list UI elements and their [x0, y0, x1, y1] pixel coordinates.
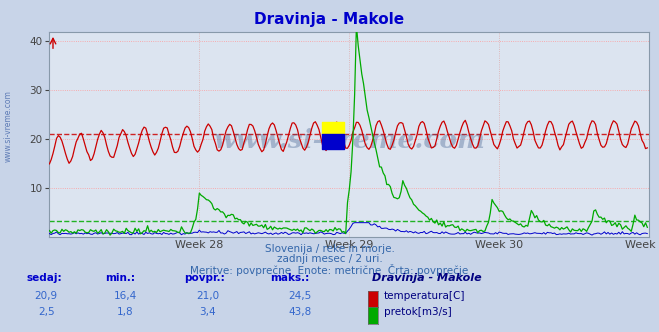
Text: 1,8: 1,8: [117, 307, 134, 317]
Text: pretok[m3/s]: pretok[m3/s]: [384, 307, 451, 317]
Text: 3,4: 3,4: [199, 307, 216, 317]
Text: Dravinja - Makole: Dravinja - Makole: [372, 273, 482, 283]
Text: 21,0: 21,0: [196, 291, 219, 301]
Text: 2,5: 2,5: [38, 307, 55, 317]
Text: Dravinja - Makole: Dravinja - Makole: [254, 12, 405, 27]
Text: min.:: min.:: [105, 273, 136, 283]
Text: povpr.:: povpr.:: [185, 273, 225, 283]
Text: www.si-vreme.com: www.si-vreme.com: [214, 128, 485, 153]
Text: 20,9: 20,9: [34, 291, 58, 301]
Text: 43,8: 43,8: [288, 307, 312, 317]
Text: temperatura[C]: temperatura[C]: [384, 291, 465, 301]
Text: Slovenija / reke in morje.: Slovenija / reke in morje.: [264, 244, 395, 254]
Text: Meritve: povprečne  Enote: metrične  Črta: povprečje: Meritve: povprečne Enote: metrične Črta:…: [190, 264, 469, 276]
Text: maks.:: maks.:: [270, 273, 310, 283]
Text: 16,4: 16,4: [113, 291, 137, 301]
Text: www.si-vreme.com: www.si-vreme.com: [3, 90, 13, 162]
Text: 24,5: 24,5: [288, 291, 312, 301]
Text: zadnji mesec / 2 uri.: zadnji mesec / 2 uri.: [277, 254, 382, 264]
Text: sedaj:: sedaj:: [26, 273, 62, 283]
